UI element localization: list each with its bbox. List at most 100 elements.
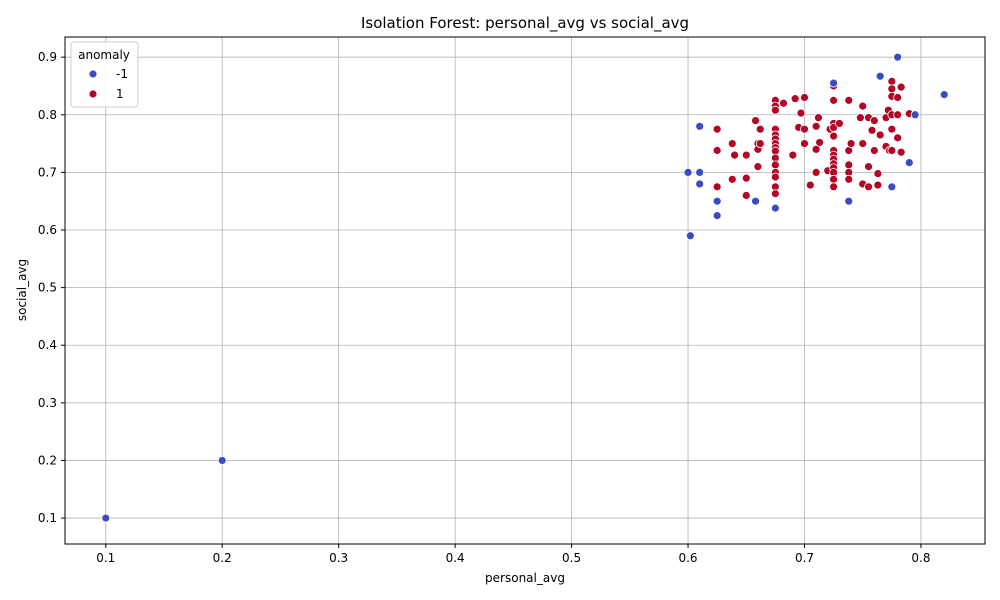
- y-tick-label: 0.5: [38, 281, 57, 295]
- y-tick-label: 0.9: [38, 50, 57, 64]
- normal-point: [869, 146, 879, 155]
- anomaly-point: [712, 211, 722, 221]
- normal-point: [755, 124, 765, 134]
- normal-point: [712, 146, 722, 155]
- normal-point: [844, 160, 854, 170]
- normal-point: [770, 172, 780, 182]
- normal-point: [829, 174, 839, 184]
- normal-point: [858, 101, 868, 111]
- normal-point: [811, 144, 821, 154]
- normal-point: [779, 98, 788, 108]
- normal-point: [796, 108, 806, 118]
- normal-point: [815, 138, 825, 147]
- anomaly-point: [844, 196, 854, 206]
- grid-lines: [65, 37, 985, 544]
- legend-marker: [88, 89, 98, 99]
- normal-point: [741, 150, 751, 160]
- x-tick-label: 0.2: [213, 551, 232, 565]
- anomaly-point: [695, 121, 705, 131]
- normal-point: [887, 84, 897, 94]
- anomaly-point: [939, 90, 949, 100]
- y-axis-ticks: 0.1 0.2 0.3 0.4 0.5 0.6 0.7 0.8 0.9: [38, 50, 65, 525]
- normal-point: [873, 169, 883, 178]
- x-axis-label: personal_avg: [485, 571, 565, 585]
- normal-point: [770, 189, 780, 199]
- data-points: [101, 52, 949, 523]
- normal-point: [869, 116, 879, 125]
- y-tick-label: 0.2: [38, 453, 57, 467]
- normal-point: [770, 105, 780, 115]
- normal-point: [844, 95, 854, 105]
- x-tick-label: 0.6: [678, 551, 697, 565]
- normal-point: [844, 174, 854, 184]
- y-tick-label: 0.1: [38, 511, 57, 525]
- legend-label: 1: [116, 87, 124, 101]
- normal-point: [811, 121, 821, 131]
- normal-point: [829, 131, 839, 141]
- normal-point: [855, 113, 865, 123]
- normal-point: [741, 173, 751, 183]
- normal-point: [887, 124, 897, 134]
- anomaly-point: [770, 203, 780, 213]
- chart-title: Isolation Forest: personal_avg vs social…: [361, 14, 689, 33]
- normal-point: [730, 150, 740, 160]
- normal-point: [867, 125, 877, 135]
- x-tick-label: 0.3: [329, 551, 348, 565]
- normal-point: [712, 182, 722, 192]
- x-tick-label: 0.8: [911, 551, 930, 565]
- normal-point: [741, 191, 751, 200]
- y-tick-label: 0.4: [38, 338, 57, 352]
- normal-point: [893, 133, 903, 143]
- y-tick-label: 0.8: [38, 108, 57, 122]
- normal-point: [814, 113, 823, 123]
- normal-point: [800, 139, 809, 148]
- normal-point: [788, 150, 798, 160]
- x-tick-label: 0.1: [96, 551, 115, 565]
- normal-point: [770, 160, 780, 170]
- normal-point: [790, 94, 800, 104]
- anomaly-point: [101, 513, 111, 523]
- anomaly-point: [875, 71, 885, 81]
- normal-point: [829, 182, 839, 192]
- normal-point: [896, 82, 906, 92]
- anomaly-point: [893, 52, 903, 62]
- normal-point: [800, 124, 809, 134]
- normal-point: [805, 180, 815, 190]
- normal-point: [753, 162, 763, 172]
- y-tick-label: 0.7: [38, 165, 57, 179]
- normal-point: [712, 124, 722, 134]
- normal-point: [755, 139, 765, 148]
- normal-point: [811, 167, 821, 177]
- x-tick-label: 0.5: [562, 551, 581, 565]
- anomaly-point: [829, 78, 839, 88]
- normal-point: [875, 130, 885, 140]
- y-tick-label: 0.3: [38, 396, 57, 410]
- x-tick-label: 0.4: [446, 551, 465, 565]
- x-tick-label: 0.7: [795, 551, 814, 565]
- normal-point: [800, 93, 809, 102]
- normal-point: [864, 182, 873, 192]
- anomaly-point: [695, 167, 705, 177]
- legend-title: anomaly: [78, 48, 130, 62]
- legend-box: [70, 41, 139, 108]
- anomaly-point: [685, 231, 695, 241]
- anomaly-point: [887, 182, 897, 192]
- normal-point: [835, 119, 844, 128]
- anomaly-point: [904, 158, 914, 167]
- normal-point: [864, 162, 873, 172]
- normal-point: [893, 93, 903, 102]
- normal-point: [829, 95, 839, 105]
- anomaly-point: [695, 179, 705, 189]
- normal-point: [846, 139, 856, 148]
- legend-marker: [88, 69, 98, 79]
- normal-point: [858, 139, 868, 148]
- y-tick-label: 0.6: [38, 223, 57, 237]
- y-axis-label: social_avg: [15, 259, 29, 321]
- anomaly-point: [217, 456, 227, 465]
- legend: anomaly -1 1: [70, 41, 139, 108]
- normal-point: [887, 146, 897, 155]
- anomaly-point: [751, 196, 760, 206]
- anomaly-point: [910, 110, 920, 120]
